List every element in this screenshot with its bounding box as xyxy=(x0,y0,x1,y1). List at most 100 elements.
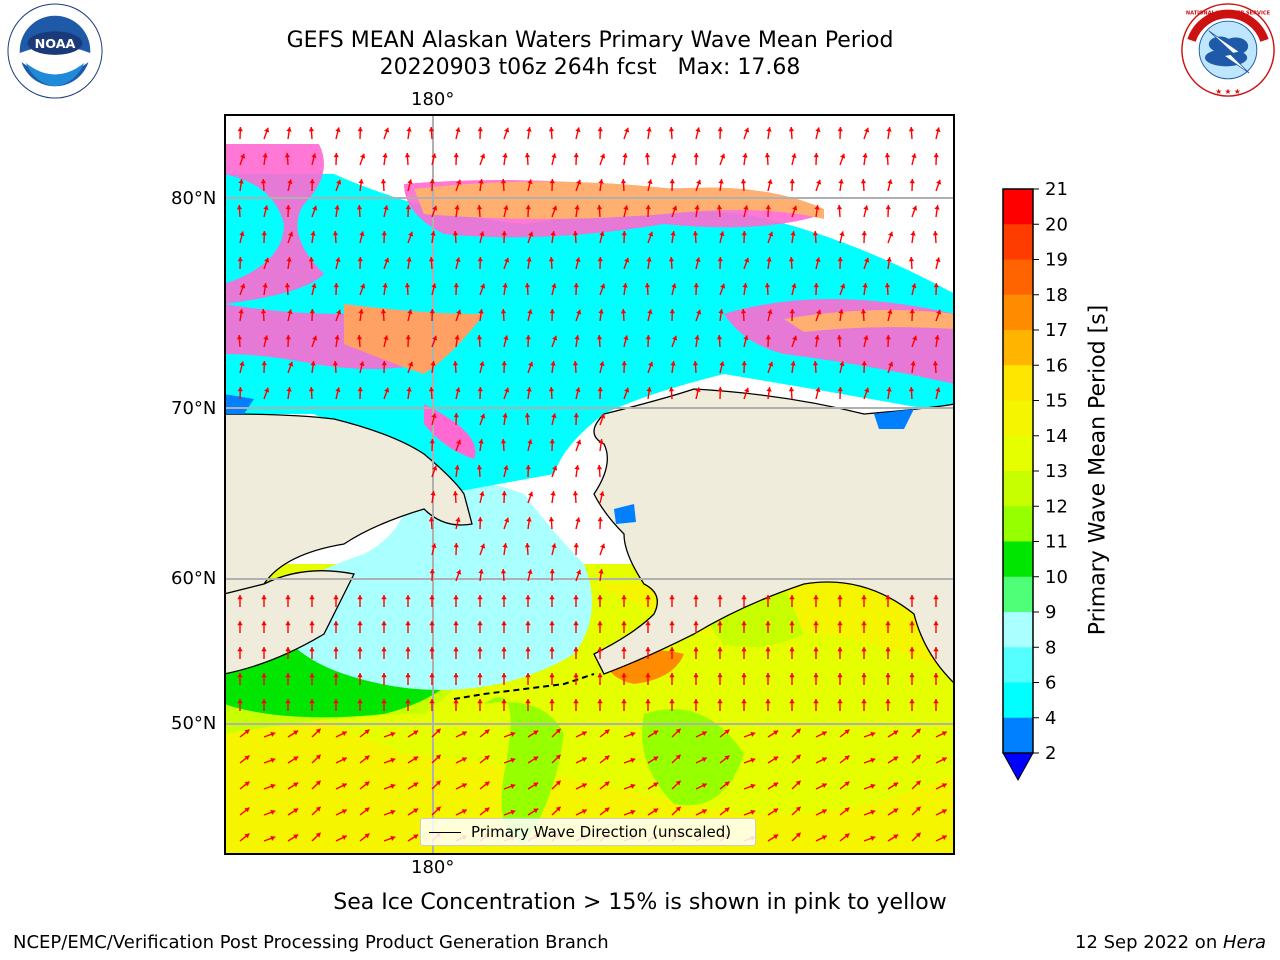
wave-arrow-head xyxy=(597,621,603,626)
colorbar-tick-label: 2 xyxy=(1045,743,1056,764)
colorbar: 21 20 19 18 17 16 15 14 13 12 11 10 9 8 6 4 2 xyxy=(1002,179,1068,782)
wave-arrow-head xyxy=(791,153,797,159)
wave-arrow-head xyxy=(573,673,579,678)
wave-arrow-head xyxy=(311,153,317,159)
wave-arrow-head xyxy=(693,283,699,288)
wave-arrow-head xyxy=(646,257,652,262)
wave-arrow-head xyxy=(477,699,483,704)
noaa-logo-text: NOAA xyxy=(35,37,76,52)
wave-arrow-head xyxy=(261,231,267,236)
wave-arrow-head xyxy=(237,595,243,600)
wave-arrow-head xyxy=(812,361,819,366)
colorbar-tick-label: 6 xyxy=(1045,673,1056,694)
wave-arrow-head xyxy=(477,621,483,626)
wave-arrow-head xyxy=(549,309,555,314)
wave-arrow-head xyxy=(526,517,532,522)
wave-arrow-head xyxy=(477,127,483,132)
wave-arrow-head xyxy=(429,673,435,678)
wave-arrow-head xyxy=(719,361,725,367)
colorbar-block xyxy=(1003,647,1033,683)
wave-arrow-head xyxy=(581,757,587,762)
wave-arrow-head xyxy=(484,807,490,813)
wave-arrow-head xyxy=(844,781,850,787)
wave-arrow-head xyxy=(885,205,891,210)
wave-arrow-head xyxy=(261,699,267,704)
wave-arrow-head xyxy=(768,361,774,367)
wave-arrow-head xyxy=(696,179,702,185)
wave-arrow-head xyxy=(599,361,605,367)
colorbar-tick-label: 17 xyxy=(1045,320,1068,341)
wave-arrow-head xyxy=(909,179,915,184)
wave-arrow-head xyxy=(287,309,293,315)
wave-arrow-head xyxy=(670,231,676,236)
wave-arrow-head xyxy=(357,621,363,626)
wave-arrow-head xyxy=(288,361,294,367)
wave-arrow-head xyxy=(341,731,347,736)
colorbar-block xyxy=(1003,365,1033,401)
wave-arrow-head xyxy=(863,335,869,341)
map-subtitle: 20220903 t06z 264h fcst Max: 17.68 xyxy=(379,55,801,80)
wave-arrow-head xyxy=(431,543,437,549)
wave-arrow-head xyxy=(870,835,876,841)
wave-arrow-head xyxy=(308,257,315,262)
wave-arrow-head xyxy=(941,757,947,762)
wave-arrow-head xyxy=(525,699,531,704)
wave-arrow-head xyxy=(596,335,603,340)
wave-arrow-head xyxy=(598,569,604,574)
wave-arrow-head xyxy=(525,621,531,626)
wave-arrow-head xyxy=(621,361,627,366)
wave-arrow-head xyxy=(935,127,941,133)
wave-arrow-head xyxy=(555,806,561,812)
lon-label-top: 180° xyxy=(411,89,455,110)
wave-arrow-head xyxy=(381,673,387,678)
wave-arrow-head xyxy=(333,647,339,652)
landmass-kamchatka xyxy=(224,570,355,675)
wave-arrow-head xyxy=(644,283,651,288)
field-4-6s-arctic xyxy=(224,174,955,494)
wave-arrow-head xyxy=(908,257,915,262)
map-frame xyxy=(224,114,955,855)
wave-arrow-head xyxy=(813,153,819,158)
wave-arrow-head xyxy=(360,283,366,289)
wave-arrow-head xyxy=(741,647,747,652)
wave-arrow-head xyxy=(334,205,340,210)
wave-arrow-head xyxy=(573,153,579,158)
wave-arrow-head xyxy=(597,595,603,600)
wave-arrow-head xyxy=(844,807,850,813)
wave-arrow-head xyxy=(335,387,341,393)
wave-arrow-head xyxy=(870,783,876,789)
wave-arrow-head xyxy=(336,309,342,315)
wave-arrow-head xyxy=(359,231,365,237)
wave-arrow-head xyxy=(309,699,315,704)
wave-arrow-head xyxy=(239,361,245,367)
wave-arrow-head xyxy=(503,335,509,341)
wave-arrow-head xyxy=(477,595,483,600)
wave-arrow-head xyxy=(405,335,411,340)
wave-arrow-head xyxy=(597,127,603,132)
wave-arrow-head xyxy=(309,309,315,314)
wave-arrow-head xyxy=(477,387,483,392)
wave-arrow-head xyxy=(621,647,627,652)
wave-arrow-head xyxy=(413,730,419,736)
wave-arrow-head xyxy=(885,595,891,600)
wave-arrow-head xyxy=(261,621,267,626)
field-6s-nw xyxy=(224,174,314,304)
wave-arrow-head xyxy=(555,728,561,734)
wave-arrow-head xyxy=(789,179,795,184)
wave-arrow-head xyxy=(502,153,508,158)
wave-arrow-head xyxy=(668,387,675,392)
wave-arrow-head xyxy=(630,809,636,815)
wave-arrow-head xyxy=(383,205,389,211)
wave-arrow-head xyxy=(915,728,921,734)
wave-arrow-head xyxy=(815,127,821,133)
wave-arrow-head xyxy=(549,699,555,704)
wave-arrow-head xyxy=(718,179,724,184)
wave-arrow-head xyxy=(406,127,412,132)
wave-arrow-head xyxy=(504,127,510,133)
wave-arrow-head xyxy=(932,231,939,236)
wave-arrow-head xyxy=(333,283,339,288)
wave-arrow-head xyxy=(716,335,723,340)
wave-arrow-head xyxy=(454,465,460,470)
wave-arrow-head xyxy=(861,673,867,678)
wave-arrow-head xyxy=(453,673,459,678)
